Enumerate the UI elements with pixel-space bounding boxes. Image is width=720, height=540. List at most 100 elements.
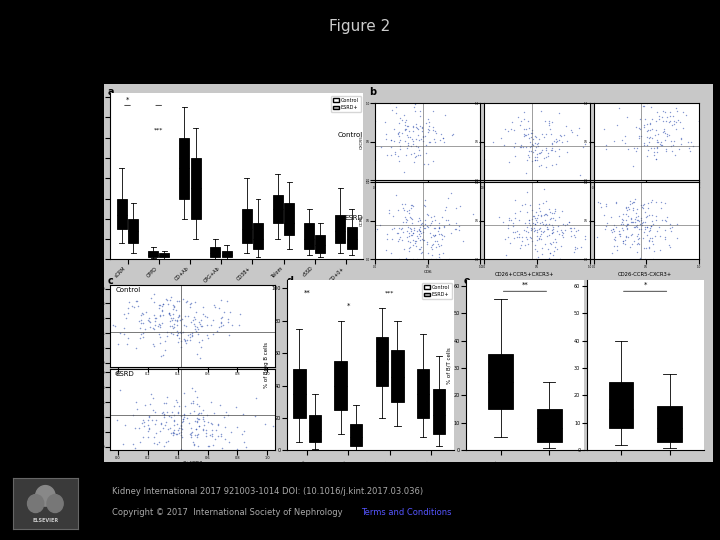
Point	[438, 222, 449, 231]
Point	[547, 213, 559, 222]
Point	[610, 197, 621, 206]
Point	[402, 206, 414, 214]
Point	[433, 230, 445, 239]
Point	[175, 421, 186, 430]
Point	[161, 438, 172, 447]
Point	[431, 255, 442, 264]
Point	[421, 210, 433, 218]
Point	[235, 310, 246, 319]
Point	[207, 315, 219, 324]
Point	[189, 325, 201, 333]
Point	[207, 450, 219, 458]
PathPatch shape	[391, 350, 404, 402]
Point	[493, 213, 505, 221]
Point	[428, 240, 439, 248]
Point	[412, 131, 423, 139]
Point	[438, 138, 450, 146]
Point	[436, 240, 447, 249]
Point	[553, 145, 564, 153]
Point	[397, 224, 408, 233]
Point	[215, 296, 227, 305]
Point	[410, 141, 421, 150]
Point	[202, 333, 214, 342]
Point	[191, 433, 202, 442]
Point	[526, 126, 537, 134]
Point	[639, 139, 650, 147]
Point	[159, 421, 171, 429]
Point	[428, 123, 439, 131]
Point	[390, 150, 401, 158]
Point	[402, 222, 414, 231]
Point	[156, 408, 167, 417]
Point	[621, 113, 632, 122]
Title: CD26+CCR5+CXCR3+: CD26+CCR5+CXCR3+	[495, 272, 554, 277]
Point	[158, 407, 169, 416]
Point	[163, 308, 175, 317]
Point	[144, 317, 156, 326]
Point	[161, 399, 172, 407]
Point	[400, 255, 412, 264]
Point	[530, 133, 541, 142]
Point	[384, 208, 395, 217]
Point	[183, 419, 194, 428]
Point	[207, 431, 218, 440]
Point	[191, 430, 202, 439]
Point	[187, 438, 199, 447]
Point	[420, 223, 431, 232]
Point	[643, 211, 654, 219]
Point	[395, 225, 407, 233]
Point	[145, 400, 156, 408]
Text: b: b	[369, 87, 376, 98]
Point	[564, 218, 575, 226]
Point	[415, 135, 427, 144]
Point	[505, 125, 516, 133]
Point	[413, 233, 424, 242]
Point	[498, 218, 509, 226]
Point	[647, 217, 658, 226]
Point	[408, 126, 419, 135]
Point	[162, 425, 174, 434]
Point	[197, 415, 209, 423]
Point	[399, 118, 410, 126]
Point	[629, 194, 641, 203]
Point	[608, 225, 619, 233]
PathPatch shape	[334, 361, 347, 410]
Point	[508, 222, 519, 231]
Point	[549, 215, 561, 224]
Point	[522, 117, 534, 125]
Point	[662, 212, 673, 221]
Point	[624, 197, 636, 205]
Point	[646, 144, 657, 153]
Point	[451, 204, 462, 213]
Point	[631, 213, 642, 221]
Point	[523, 240, 534, 249]
Point	[648, 255, 660, 264]
Point	[651, 147, 662, 156]
Point	[423, 126, 435, 135]
Point	[194, 409, 205, 418]
Text: ESRD: ESRD	[115, 371, 134, 377]
Point	[158, 399, 170, 407]
Point	[143, 433, 154, 442]
Point	[152, 322, 163, 331]
Point	[532, 139, 544, 147]
Text: **: **	[521, 282, 528, 288]
Point	[579, 234, 590, 243]
Point	[408, 255, 419, 264]
X-axis label: C+XCR3: C+XCR3	[182, 461, 203, 467]
Point	[417, 236, 428, 245]
Point	[435, 130, 446, 139]
Point	[544, 205, 555, 213]
Point	[396, 116, 408, 124]
Point	[119, 329, 130, 338]
Point	[189, 417, 201, 426]
Point	[574, 171, 585, 179]
Point	[394, 136, 405, 145]
Point	[402, 141, 414, 150]
Point	[661, 147, 672, 156]
Point	[420, 141, 432, 150]
Point	[638, 244, 649, 252]
Point	[143, 412, 155, 421]
Y-axis label: % of B/T cells: % of B/T cells	[446, 347, 451, 384]
Point	[156, 419, 167, 428]
